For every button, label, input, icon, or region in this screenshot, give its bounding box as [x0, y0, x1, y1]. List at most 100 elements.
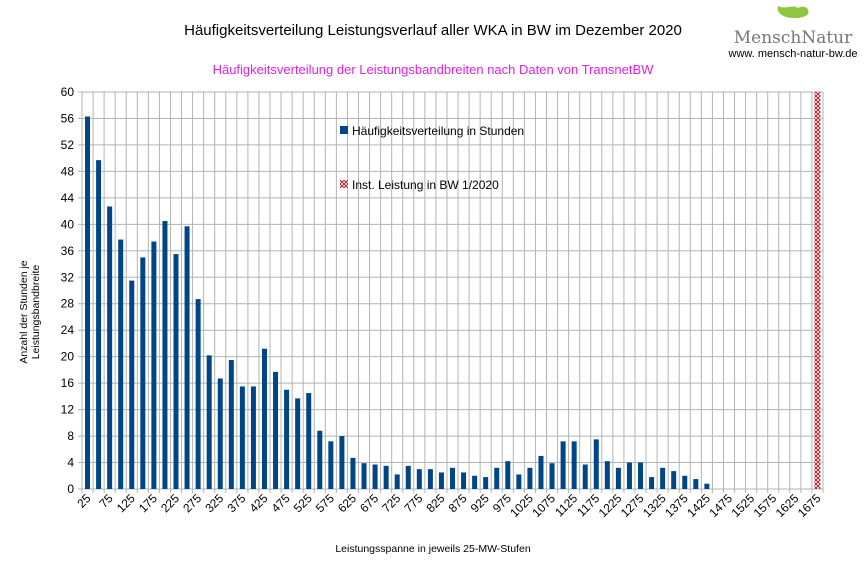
bar [427, 469, 433, 489]
x-tick-label: 925 [468, 491, 492, 515]
bar [118, 239, 124, 489]
bar [383, 465, 389, 489]
bar [85, 116, 91, 490]
x-tick-label: 1525 [728, 491, 757, 520]
bar [372, 464, 378, 489]
y-tick-label: 0 [67, 482, 74, 496]
bar [549, 463, 555, 489]
y-tick-label: 56 [61, 111, 75, 125]
bar [239, 386, 245, 489]
bar [228, 359, 234, 489]
bar [328, 441, 334, 489]
bar [505, 461, 511, 489]
x-tick-label: 125 [114, 491, 138, 515]
x-axis-label: Leistungsspanne in jeweils 25-MW-Stufen [335, 543, 531, 555]
y-tick-label: 44 [61, 191, 75, 205]
bar [173, 254, 179, 489]
y-axis-label: Anzahl der Stunden je Leistungsbandbreit… [18, 260, 42, 364]
x-tick-label: 175 [136, 491, 160, 515]
y-tick-label: 40 [61, 217, 75, 231]
x-tick-label: 1625 [773, 491, 802, 520]
y-tick-label: 28 [61, 297, 75, 311]
x-tick-label: 775 [401, 491, 425, 515]
y-tick-label: 24 [61, 323, 75, 337]
y-tick-label: 52 [61, 138, 75, 152]
x-tick-label: 1375 [662, 491, 691, 520]
bar [516, 474, 522, 489]
y-tick-label: 48 [61, 164, 75, 178]
bar [560, 441, 566, 489]
bar [217, 378, 223, 489]
bar [162, 221, 168, 489]
y-tick-label: 8 [67, 429, 74, 443]
x-tick-label: 1075 [529, 491, 558, 520]
x-tick-label: 1675 [795, 491, 824, 520]
x-tick-label: 1225 [596, 491, 625, 520]
x-tick-label: 225 [158, 491, 182, 515]
logo-brand: MenschNatur [733, 28, 853, 48]
bar [660, 467, 666, 489]
legend-label-inst-leistung: Inst. Leistung in BW 1/2020 [352, 178, 499, 192]
bar [438, 472, 444, 489]
bar [361, 463, 367, 489]
bar [571, 441, 577, 489]
x-tick-label: 25 [74, 491, 94, 511]
y-tick-label: 4 [67, 456, 74, 470]
bar [306, 393, 312, 489]
ginkgo-leaf-icon [777, 6, 809, 32]
x-tick-label: 1425 [684, 491, 713, 520]
bar [461, 472, 467, 489]
bar [538, 455, 544, 489]
x-tick-label: 1025 [507, 491, 536, 520]
x-tick-label: 1125 [552, 491, 580, 519]
legend-swatch-inst-leistung [340, 180, 348, 188]
y-tick-label: 12 [61, 403, 75, 417]
bar [527, 467, 533, 489]
bar [615, 467, 621, 489]
x-tick-label: 625 [335, 491, 359, 515]
x-tick-label: 575 [313, 491, 337, 515]
bar [416, 469, 422, 489]
x-tick-label: 875 [446, 491, 470, 515]
bar [582, 464, 588, 489]
y-tick-label: 20 [61, 350, 75, 364]
x-tick-label: 275 [180, 491, 204, 515]
bar [450, 467, 455, 489]
logo-url: www. mensch-natur-bw.de [728, 48, 858, 60]
bar [405, 465, 411, 489]
bar [317, 430, 323, 489]
bar [107, 206, 113, 490]
bar [494, 467, 500, 489]
bar [593, 439, 599, 489]
bar [129, 280, 135, 489]
bar [638, 462, 644, 489]
x-tick-label: 475 [269, 491, 293, 515]
x-tick-label: 725 [379, 491, 403, 515]
bar [704, 483, 710, 489]
bar [206, 355, 212, 489]
y-tick-label: 60 [61, 85, 75, 99]
chart-subtitle: Häufigkeitsverteilung der Leistungsbandb… [212, 62, 654, 77]
bar [261, 348, 267, 489]
y-tick-label: 32 [61, 270, 75, 284]
inst-leistung-bar [814, 92, 821, 489]
bar [295, 398, 301, 489]
bar [273, 371, 279, 489]
bar [626, 462, 632, 489]
bar [693, 479, 699, 489]
bar [339, 436, 345, 489]
y-tick-label: 16 [61, 376, 75, 390]
bar [604, 461, 610, 489]
x-tick-label: 1275 [618, 491, 647, 520]
bar [140, 257, 146, 489]
bar [151, 241, 157, 489]
x-tick-label: 825 [423, 491, 447, 515]
x-tick-label: 1175 [574, 491, 602, 519]
logo: MenschNatur www. mensch-natur-bw.de [720, 4, 866, 60]
bar [250, 386, 256, 489]
x-tick-label: 1325 [640, 491, 669, 520]
bar [184, 226, 190, 489]
bar [682, 475, 688, 489]
bar [649, 477, 655, 489]
